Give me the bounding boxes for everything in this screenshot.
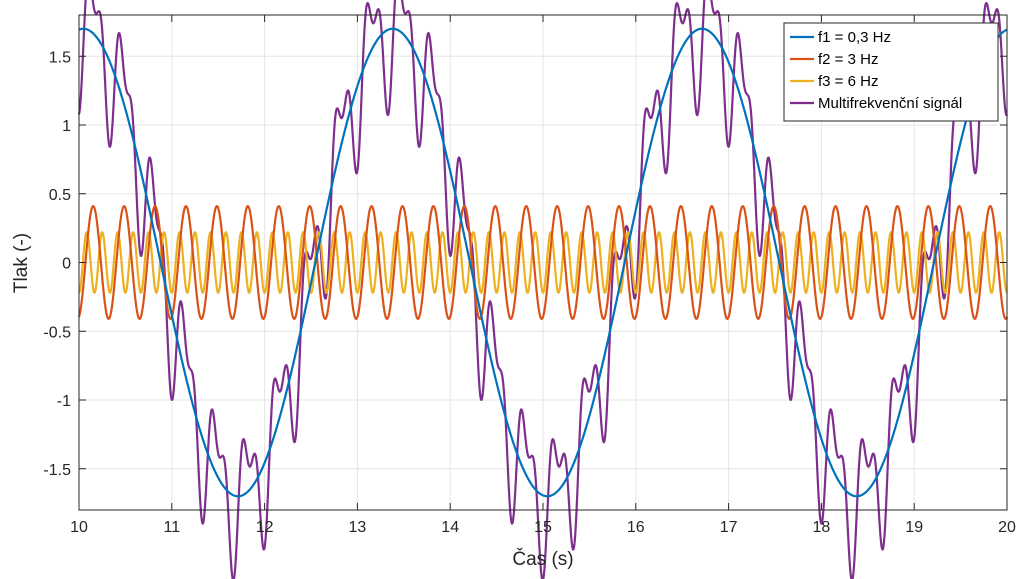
axis-ticks bbox=[78, 15, 1008, 510]
x-tick-label: 20 bbox=[998, 519, 1016, 536]
legend-box bbox=[783, 22, 999, 122]
x-tick-label: 18 bbox=[813, 519, 831, 536]
y-tick-label: 1.5 bbox=[49, 49, 71, 66]
x-tick-label: 15 bbox=[534, 519, 552, 536]
series-line-2 bbox=[77, 205, 1009, 320]
x-tick-label: 13 bbox=[349, 519, 367, 536]
x-tick-label: 17 bbox=[720, 519, 738, 536]
legend: f1 = 0,3 Hz f2 = 3 Hz f3 = 6 Hz Multifrekve… bbox=[783, 22, 999, 122]
y-tick-label: -1 bbox=[57, 393, 71, 410]
y-tick-label: -0.5 bbox=[43, 324, 71, 341]
x-tick-label: 10 bbox=[70, 519, 88, 536]
legend-entry: f1 = 0,3 Hz bbox=[818, 29, 891, 46]
x-tick-labels: 10 11 12 13 14 15 16 17 18 19 20 bbox=[70, 519, 1016, 536]
legend-entry: f3 = 6 Hz bbox=[818, 73, 878, 90]
y-tick-label: 1 bbox=[62, 118, 71, 135]
series-line-1 bbox=[78, 27, 1008, 498]
x-tick-label: 19 bbox=[905, 519, 923, 536]
series-layer bbox=[77, 0, 1009, 579]
x-tick-label: 16 bbox=[627, 519, 645, 536]
y-tick-label: -1.5 bbox=[43, 462, 71, 479]
x-tick-label: 11 bbox=[163, 519, 180, 536]
y-tick-label: 0 bbox=[62, 256, 71, 273]
x-tick-label: 12 bbox=[256, 519, 274, 536]
x-tick-label: 14 bbox=[441, 519, 459, 536]
x-axis-label: Čas (s) bbox=[512, 548, 573, 570]
legend-entry: f2 = 3 Hz bbox=[818, 51, 878, 68]
grid bbox=[78, 15, 1008, 510]
y-tick-label: 0.5 bbox=[49, 187, 71, 204]
y-tick-labels: 1.5 1 0.5 0 -0.5 -1 -1.5 bbox=[43, 49, 71, 479]
y-axis-label: Tlak (-) bbox=[11, 233, 32, 293]
series-line-3 bbox=[78, 231, 1008, 294]
legend-entry: Multifrekvenční signál bbox=[818, 95, 962, 112]
